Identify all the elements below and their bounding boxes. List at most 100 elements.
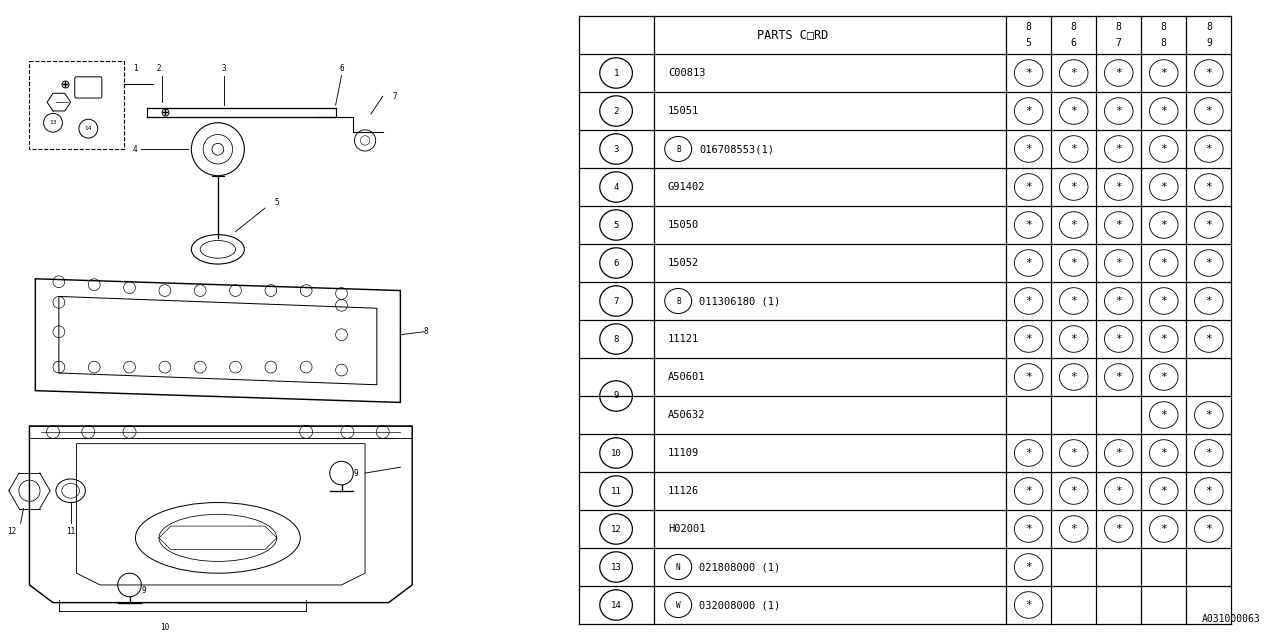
Text: *: * (1206, 68, 1212, 78)
Text: 8: 8 (1025, 22, 1032, 33)
Text: *: * (1025, 296, 1032, 306)
Text: 7: 7 (613, 296, 618, 305)
Text: *: * (1161, 258, 1167, 268)
Text: 5: 5 (1025, 38, 1032, 49)
Text: *: * (1161, 486, 1167, 496)
Text: 6: 6 (613, 259, 618, 268)
Text: 7: 7 (1116, 38, 1121, 49)
Text: *: * (1115, 296, 1123, 306)
Text: 5: 5 (613, 221, 618, 230)
Text: 016708553(1): 016708553(1) (699, 144, 774, 154)
Text: G91402: G91402 (668, 182, 705, 192)
Text: 1: 1 (133, 64, 138, 73)
Text: B: B (676, 145, 681, 154)
Text: B: B (676, 296, 681, 305)
Text: 11109: 11109 (668, 448, 699, 458)
Text: *: * (1070, 524, 1076, 534)
Text: 11: 11 (611, 486, 622, 495)
Text: A50632: A50632 (668, 410, 705, 420)
Text: *: * (1070, 448, 1076, 458)
Text: *: * (1070, 182, 1076, 192)
Text: *: * (1070, 486, 1076, 496)
Text: *: * (1025, 486, 1032, 496)
Text: 7: 7 (392, 92, 397, 100)
Text: *: * (1161, 182, 1167, 192)
Text: *: * (1115, 486, 1123, 496)
Text: 8: 8 (1206, 22, 1212, 33)
Text: *: * (1206, 106, 1212, 116)
Text: *: * (1115, 68, 1123, 78)
Text: 8: 8 (1161, 38, 1167, 49)
Text: 2: 2 (613, 106, 618, 115)
Text: 4: 4 (613, 182, 618, 191)
Text: 9: 9 (613, 392, 618, 401)
Text: 8: 8 (424, 327, 429, 336)
Text: 12: 12 (8, 527, 17, 536)
Text: *: * (1206, 448, 1212, 458)
Text: *: * (1025, 448, 1032, 458)
Text: *: * (1025, 600, 1032, 610)
Text: *: * (1206, 182, 1212, 192)
Text: PARTS C□RD: PARTS C□RD (756, 29, 828, 42)
Text: *: * (1161, 106, 1167, 116)
Text: *: * (1025, 562, 1032, 572)
Text: *: * (1115, 220, 1123, 230)
Text: *: * (1070, 220, 1076, 230)
Text: *: * (1161, 220, 1167, 230)
Text: 9: 9 (353, 468, 358, 477)
Text: *: * (1115, 524, 1123, 534)
Text: *: * (1161, 144, 1167, 154)
Text: N: N (676, 563, 681, 572)
Text: 011306180 (1): 011306180 (1) (699, 296, 781, 306)
Text: A50601: A50601 (668, 372, 705, 382)
Text: *: * (1161, 410, 1167, 420)
Text: A031000063: A031000063 (1202, 614, 1261, 624)
Text: *: * (1206, 220, 1212, 230)
Text: *: * (1115, 106, 1123, 116)
Text: *: * (1115, 182, 1123, 192)
Text: *: * (1206, 334, 1212, 344)
Text: 3: 3 (613, 145, 618, 154)
Text: 2: 2 (156, 64, 161, 73)
Text: W: W (676, 600, 681, 609)
Text: *: * (1161, 334, 1167, 344)
Text: *: * (1115, 448, 1123, 458)
Text: 14: 14 (84, 126, 92, 131)
Text: 9: 9 (1206, 38, 1212, 49)
Text: *: * (1070, 258, 1076, 268)
Text: 8: 8 (613, 335, 618, 344)
Text: *: * (1206, 486, 1212, 496)
Text: *: * (1025, 182, 1032, 192)
Text: *: * (1206, 296, 1212, 306)
Text: *: * (1070, 372, 1076, 382)
Text: *: * (1161, 448, 1167, 458)
Text: 1: 1 (613, 68, 618, 77)
Text: 10: 10 (611, 449, 622, 458)
Text: 021808000 (1): 021808000 (1) (699, 562, 781, 572)
Text: *: * (1206, 524, 1212, 534)
Text: *: * (1070, 144, 1076, 154)
Text: 6: 6 (339, 64, 344, 73)
Text: *: * (1070, 106, 1076, 116)
Text: *: * (1070, 334, 1076, 344)
Text: *: * (1025, 144, 1032, 154)
Text: 8: 8 (1116, 22, 1121, 33)
Text: *: * (1161, 372, 1167, 382)
Text: 15050: 15050 (668, 220, 699, 230)
Text: *: * (1070, 296, 1076, 306)
Text: 10: 10 (160, 623, 169, 632)
Text: C00813: C00813 (668, 68, 705, 78)
Text: 15051: 15051 (668, 106, 699, 116)
Text: 14: 14 (611, 600, 622, 609)
Text: *: * (1025, 334, 1032, 344)
Text: 15052: 15052 (668, 258, 699, 268)
Text: *: * (1070, 68, 1076, 78)
Text: 5: 5 (274, 198, 279, 207)
Text: *: * (1025, 220, 1032, 230)
Text: *: * (1161, 68, 1167, 78)
Text: 11121: 11121 (668, 334, 699, 344)
Text: *: * (1161, 524, 1167, 534)
Text: 6: 6 (1071, 38, 1076, 49)
Text: *: * (1025, 106, 1032, 116)
Text: 8: 8 (1071, 22, 1076, 33)
